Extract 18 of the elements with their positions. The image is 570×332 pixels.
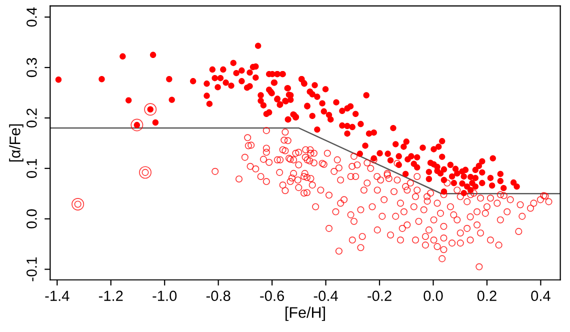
x-tick-label: -1.2 [98,290,123,301]
y-tick-label: 0.2 [26,108,37,128]
x-tick-label: 0.4 [531,290,550,302]
x-tick-label: -1.4 [45,290,70,301]
y-tick-label: 0.0 [26,209,37,228]
y-tick-label: -0.1 [26,257,37,282]
y-tick-label: 0.3 [26,58,37,78]
y-tick-label: 0.1 [26,158,37,178]
x-tick-label: -1.0 [152,290,177,302]
x-tick-label: -0.8 [206,290,230,302]
x-tick-label: -0.4 [314,290,338,302]
x-axis-title: [Fe/H] [286,306,325,321]
x-tick-label: 0.2 [477,290,496,302]
x-tick-label: -0.2 [368,290,392,302]
x-tick-label: -0.6 [260,290,284,302]
x-tick-label: 0.0 [424,290,443,302]
y-axis-title: [α/Fe] [9,124,24,162]
y-tick-label: 0.4 [26,7,37,27]
